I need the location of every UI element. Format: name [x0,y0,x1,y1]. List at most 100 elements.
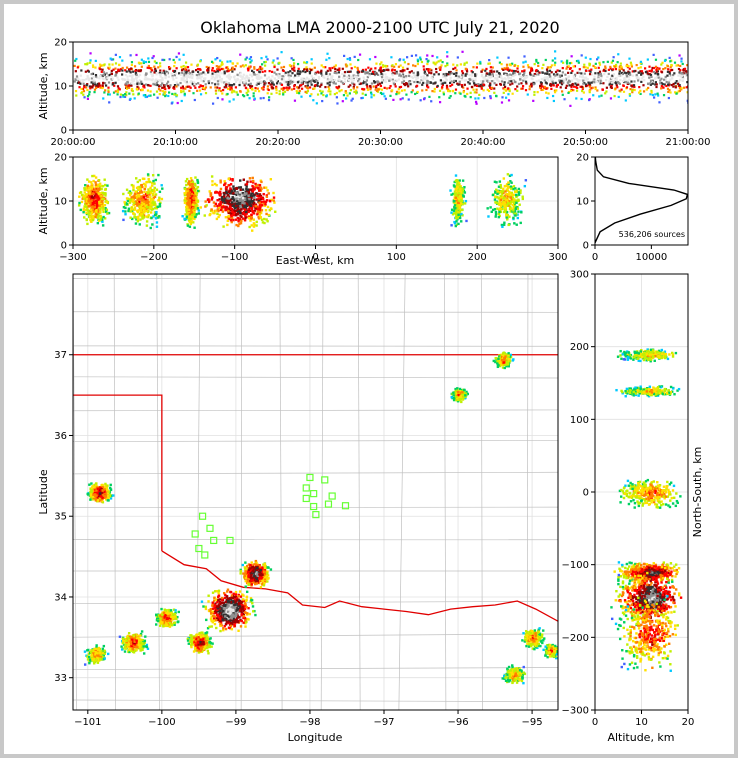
density-cell [656,70,659,73]
density-cell [444,81,447,84]
density-cell [519,191,522,195]
eastwest-density [77,173,528,232]
density-cell [138,179,141,182]
density-cell [582,82,585,85]
density-cell [90,187,94,190]
density-cell [668,74,671,77]
density-cell [458,216,462,220]
density-cell [282,69,285,73]
density-cell [108,101,111,104]
density-cell [193,98,196,102]
density-cell [614,82,618,85]
density-cell [216,80,220,83]
density-cell [543,79,546,82]
density-cell [280,87,283,90]
density-cell [85,186,89,189]
density-cell [113,84,116,87]
density-cell [230,190,234,193]
density-cell [233,206,237,210]
density-cell [554,57,557,60]
density-cell [668,80,671,83]
density-cell [110,69,113,73]
density-cell [658,101,661,104]
density-cell [76,66,79,69]
density-cell [386,76,389,79]
density-cell [471,74,474,78]
density-cell [598,70,602,73]
density-cell [220,72,223,75]
density-cell [413,80,416,84]
density-cell [472,66,475,69]
density-cell [248,66,251,69]
density-cell [102,197,105,201]
density-cell [322,65,325,69]
density-cell [628,67,631,70]
density-cell [252,218,255,221]
density-cell [229,199,232,202]
density-cell [550,87,553,90]
density-cell [494,210,498,214]
density-cell [517,193,521,196]
density-cell [454,188,458,191]
density-cell [450,211,453,214]
density-cell [194,197,197,201]
density-cell [101,184,105,188]
density-cell [137,209,140,212]
density-cell [217,215,220,219]
density-cell [75,57,78,61]
density-cell [388,79,391,82]
density-cell [375,72,378,75]
density-cell [666,65,669,68]
density-cell [315,102,318,105]
density-cell [162,84,166,87]
density-cell [592,64,595,68]
density-cell [266,77,269,80]
density-cell [352,87,355,90]
density-cell [136,220,140,223]
density-cell [267,76,271,79]
density-cell [287,78,291,81]
density-cell [199,84,202,87]
density-cell [507,93,510,96]
density-cell [609,97,613,100]
time-axis-tick-label: 20:20:00 [256,137,301,148]
density-cell [132,93,135,96]
density-cell [329,93,332,96]
density-cell [366,76,370,79]
density-cell [247,69,250,72]
density-cell [187,182,190,185]
density-cell [341,67,344,70]
density-cell [402,58,405,61]
county-line [73,600,558,604]
density-cell [236,79,239,82]
density-cell [374,88,377,91]
density-cell [247,199,250,203]
density-cell [456,206,459,210]
density-cell [316,81,319,85]
density-cell [100,205,103,208]
density-cell [599,79,602,82]
density-cell [184,192,187,195]
density-cell [251,201,254,204]
density-cell [124,213,127,216]
density-cell [243,219,247,222]
density-cell [501,190,505,193]
density-cell [519,75,522,78]
density-cell [673,72,676,75]
density-cell [193,189,196,192]
density-cell [454,92,457,95]
density-cell [316,93,320,96]
density-cell [500,77,503,80]
eastwest-axis-tick-label: 200 [468,252,487,263]
density-cell [232,185,235,188]
density-cell [612,73,615,76]
density-cell [506,173,510,176]
density-cell [482,83,485,86]
density-cell [150,72,153,76]
density-cell [668,56,671,60]
density-cell [326,79,329,82]
density-cell [349,70,352,73]
density-cell [224,182,227,185]
density-cell [158,202,162,206]
density-cell [472,80,475,83]
